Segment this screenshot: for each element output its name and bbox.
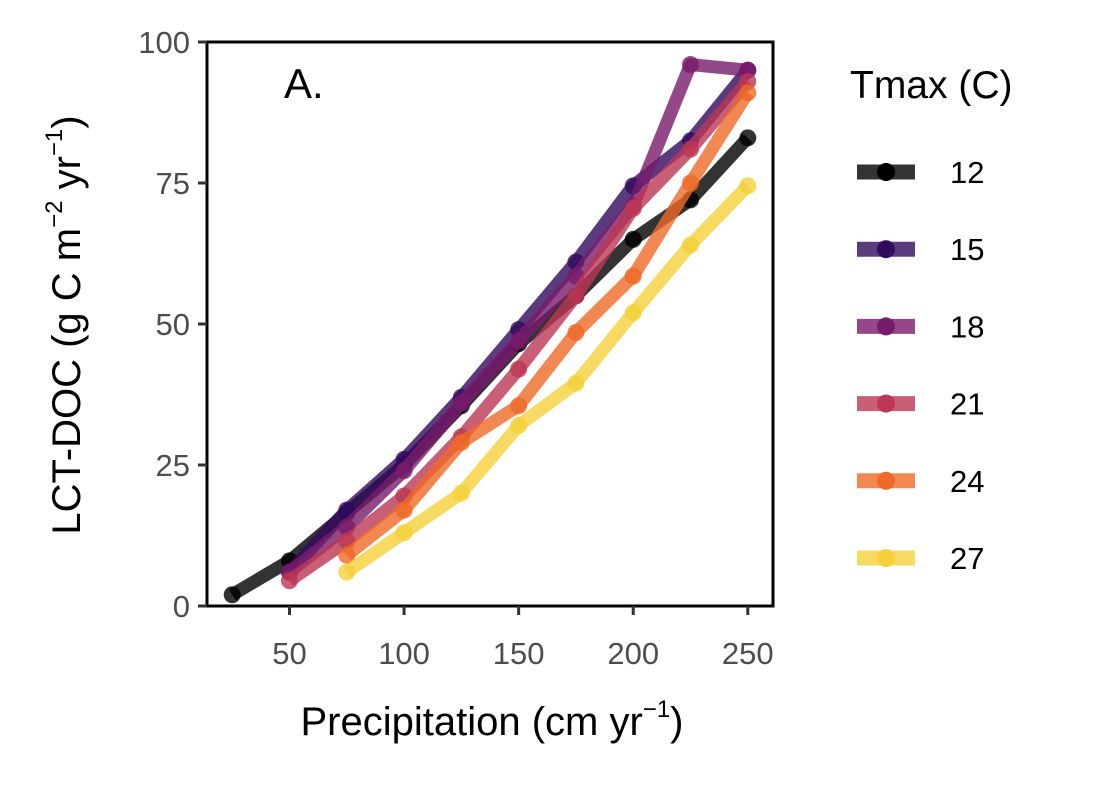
x-tick-label: 250 (722, 636, 774, 671)
legend-label: 24 (950, 464, 984, 499)
series-layer (223, 56, 757, 604)
data-point (395, 501, 413, 519)
series-15 (280, 61, 757, 581)
y-tick-label: 25 (156, 448, 190, 483)
legend-key-point (877, 549, 895, 567)
legend-item: 21 (857, 387, 984, 422)
data-point (452, 433, 470, 451)
series-line (342, 89, 754, 561)
data-point (338, 563, 356, 581)
legend-item: 27 (857, 541, 984, 576)
legend-key-point (877, 163, 895, 181)
x-tick-label: 200 (607, 636, 659, 671)
series-24 (338, 84, 757, 564)
data-point (510, 417, 528, 435)
legend: 12 15 18 21 24 27 (857, 155, 984, 576)
data-point (682, 236, 700, 254)
y-tick-label: 0 (173, 589, 190, 624)
series-27 (338, 177, 757, 581)
data-point (624, 199, 642, 217)
legend-label: 18 (950, 309, 984, 344)
data-point (452, 394, 470, 412)
series-line (343, 181, 753, 578)
y-tick-label: 100 (138, 25, 190, 60)
data-point (624, 267, 642, 285)
data-point (452, 484, 470, 502)
x-axis-title: Precipitation (cm yr−1) (300, 696, 683, 744)
data-point (739, 129, 757, 147)
legend-label: 15 (950, 232, 984, 267)
data-point (395, 524, 413, 542)
data-point (567, 287, 585, 305)
data-point (682, 56, 700, 74)
legend-key-point (877, 394, 895, 413)
data-point (395, 462, 413, 480)
data-point (338, 546, 356, 564)
legend-label: 21 (950, 387, 984, 422)
legend-key-point (877, 240, 895, 259)
legend-label: 27 (950, 541, 984, 576)
series-21 (280, 72, 757, 590)
x-tick-label: 50 (272, 636, 306, 671)
legend-item: 18 (857, 309, 984, 344)
data-point (280, 572, 298, 590)
y-tick-label: 75 (156, 166, 190, 201)
legend-title: Tmax (C) (850, 64, 1012, 107)
x-tick-label: 100 (378, 636, 430, 671)
data-point (567, 323, 585, 341)
legend-key-point (877, 471, 895, 490)
data-point (739, 177, 757, 195)
legend-item: 24 (857, 464, 984, 499)
data-point (223, 586, 241, 604)
axis-layer: 50 100 150 200 250 0 25 50 75 100 (138, 25, 773, 671)
y-axis-title: LCT-DOC (g C m−2 yr−1) (41, 115, 89, 534)
legend-label: 12 (950, 155, 984, 190)
legend-key-point (877, 317, 895, 336)
data-point (567, 374, 585, 392)
data-point (624, 304, 642, 322)
plot-panel-border (205, 40, 775, 608)
x-tick-label: 150 (493, 636, 545, 671)
legend-item: 12 (857, 155, 984, 190)
y-tick-label: 50 (156, 307, 190, 342)
data-point (682, 140, 700, 158)
panel-label: A. (284, 60, 324, 107)
data-point (739, 84, 757, 102)
data-point (510, 397, 528, 415)
data-point (624, 230, 642, 248)
data-point (510, 360, 528, 378)
data-point (682, 174, 700, 192)
legend-item: 15 (857, 232, 984, 267)
data-point (510, 332, 528, 350)
